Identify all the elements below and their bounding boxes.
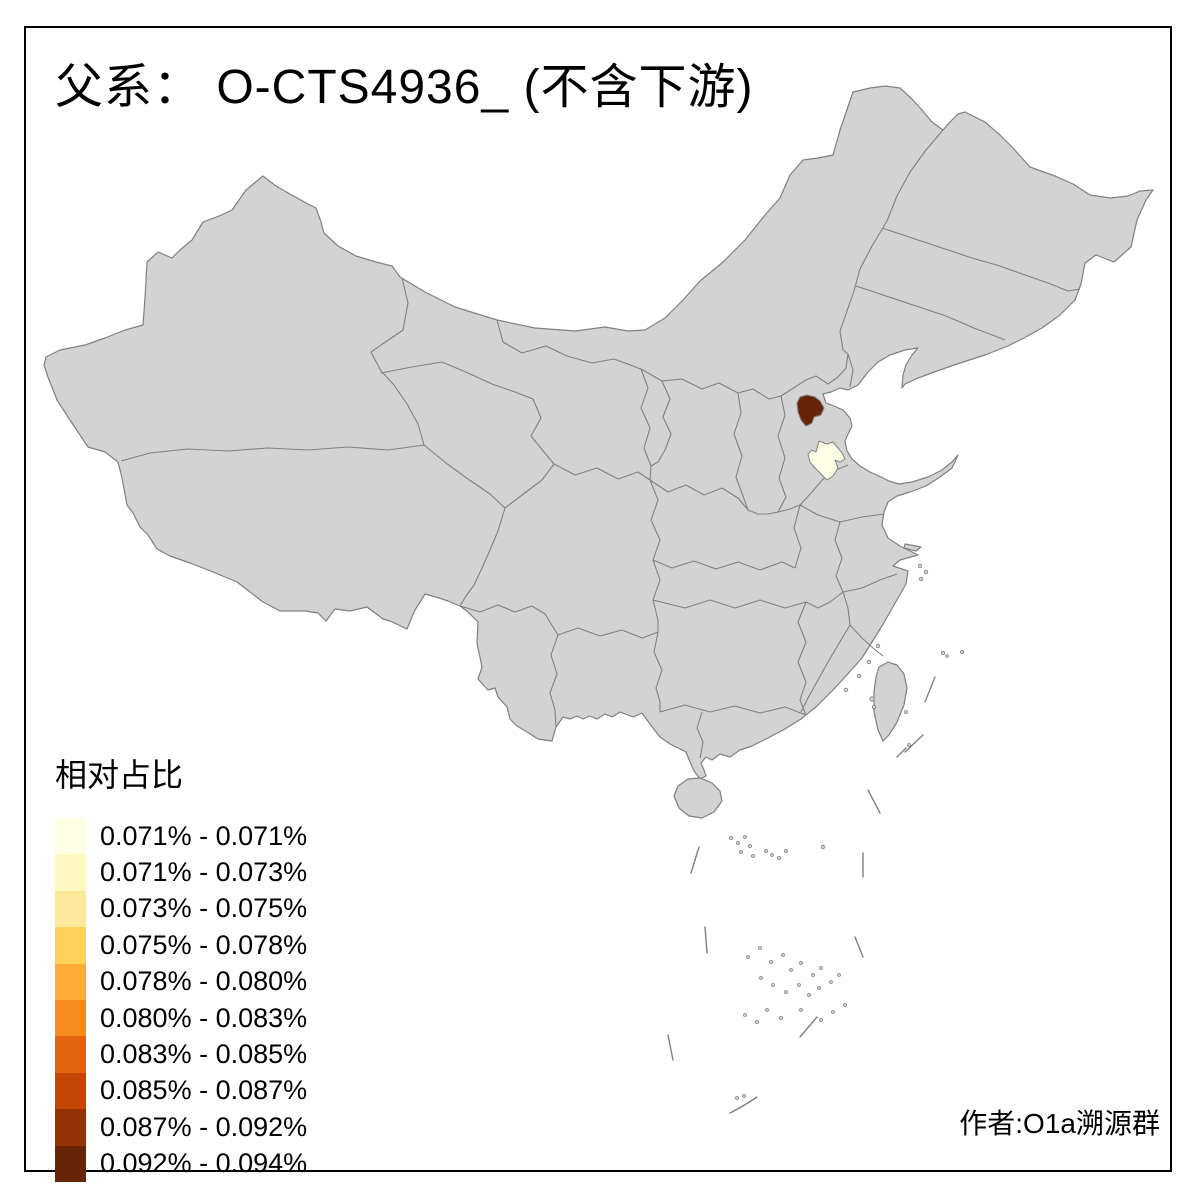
legend-item: 0.071% - 0.071% [55, 818, 308, 855]
mainland-outline [43, 85, 1154, 780]
legend-item: 0.075% - 0.078% [55, 927, 308, 964]
hainan-island [673, 777, 723, 819]
chongming-island [903, 543, 922, 552]
legend-item: 0.092% - 0.094% [55, 1145, 308, 1182]
legend-swatch [55, 1072, 86, 1110]
legend-label: 0.092% - 0.094% [100, 1148, 308, 1179]
legend-swatch [55, 1109, 86, 1146]
legend-item: 0.087% - 0.092% [55, 1109, 308, 1146]
author-credit: 作者:O1a溯源群 [959, 1108, 1160, 1139]
beijing-region [796, 394, 825, 427]
legend-label: 0.075% - 0.078% [100, 929, 308, 960]
legend-swatch [55, 854, 86, 891]
nine-dash-line [667, 676, 936, 1114]
legend-label: 0.073% - 0.075% [100, 893, 308, 924]
legend-item: 0.080% - 0.083% [55, 999, 308, 1037]
legend-title: 相对占比 [55, 757, 184, 793]
legend-label: 0.085% - 0.087% [100, 1075, 308, 1106]
legend-label: 0.087% - 0.092% [100, 1111, 308, 1142]
taiwan-island [873, 661, 908, 742]
tianjin-region [807, 440, 846, 481]
province-borders [120, 129, 1081, 759]
legend-item: 0.071% - 0.073% [55, 854, 308, 891]
legend-label: 0.080% - 0.083% [100, 1002, 308, 1033]
plot-frame [24, 26, 1172, 1172]
legend-label: 0.083% - 0.085% [100, 1039, 308, 1070]
legend-swatch [55, 818, 86, 855]
legend: 相对占比 0.071% - 0.071% 0.071% - 0.073% 0.0… [55, 750, 307, 1182]
small-islands [729, 563, 965, 1100]
legend-swatch [55, 1145, 86, 1182]
legend-item: 0.073% - 0.075% [55, 890, 308, 928]
legend-label: 0.071% - 0.073% [100, 857, 308, 888]
legend-item: 0.085% - 0.087% [55, 1072, 308, 1110]
map-title: 父系： O-CTS4936_ (不含下游) [55, 61, 754, 114]
legend-swatch [55, 890, 86, 928]
legend-swatch [55, 999, 86, 1037]
legend-label: 0.071% - 0.071% [100, 820, 308, 851]
legend-item: 0.078% - 0.080% [55, 963, 308, 1000]
legend-item: 0.083% - 0.085% [55, 1036, 308, 1073]
legend-swatch [55, 1036, 86, 1073]
legend-label: 0.078% - 0.080% [100, 966, 308, 997]
legend-swatch [55, 927, 86, 964]
legend-swatch [55, 963, 86, 1000]
